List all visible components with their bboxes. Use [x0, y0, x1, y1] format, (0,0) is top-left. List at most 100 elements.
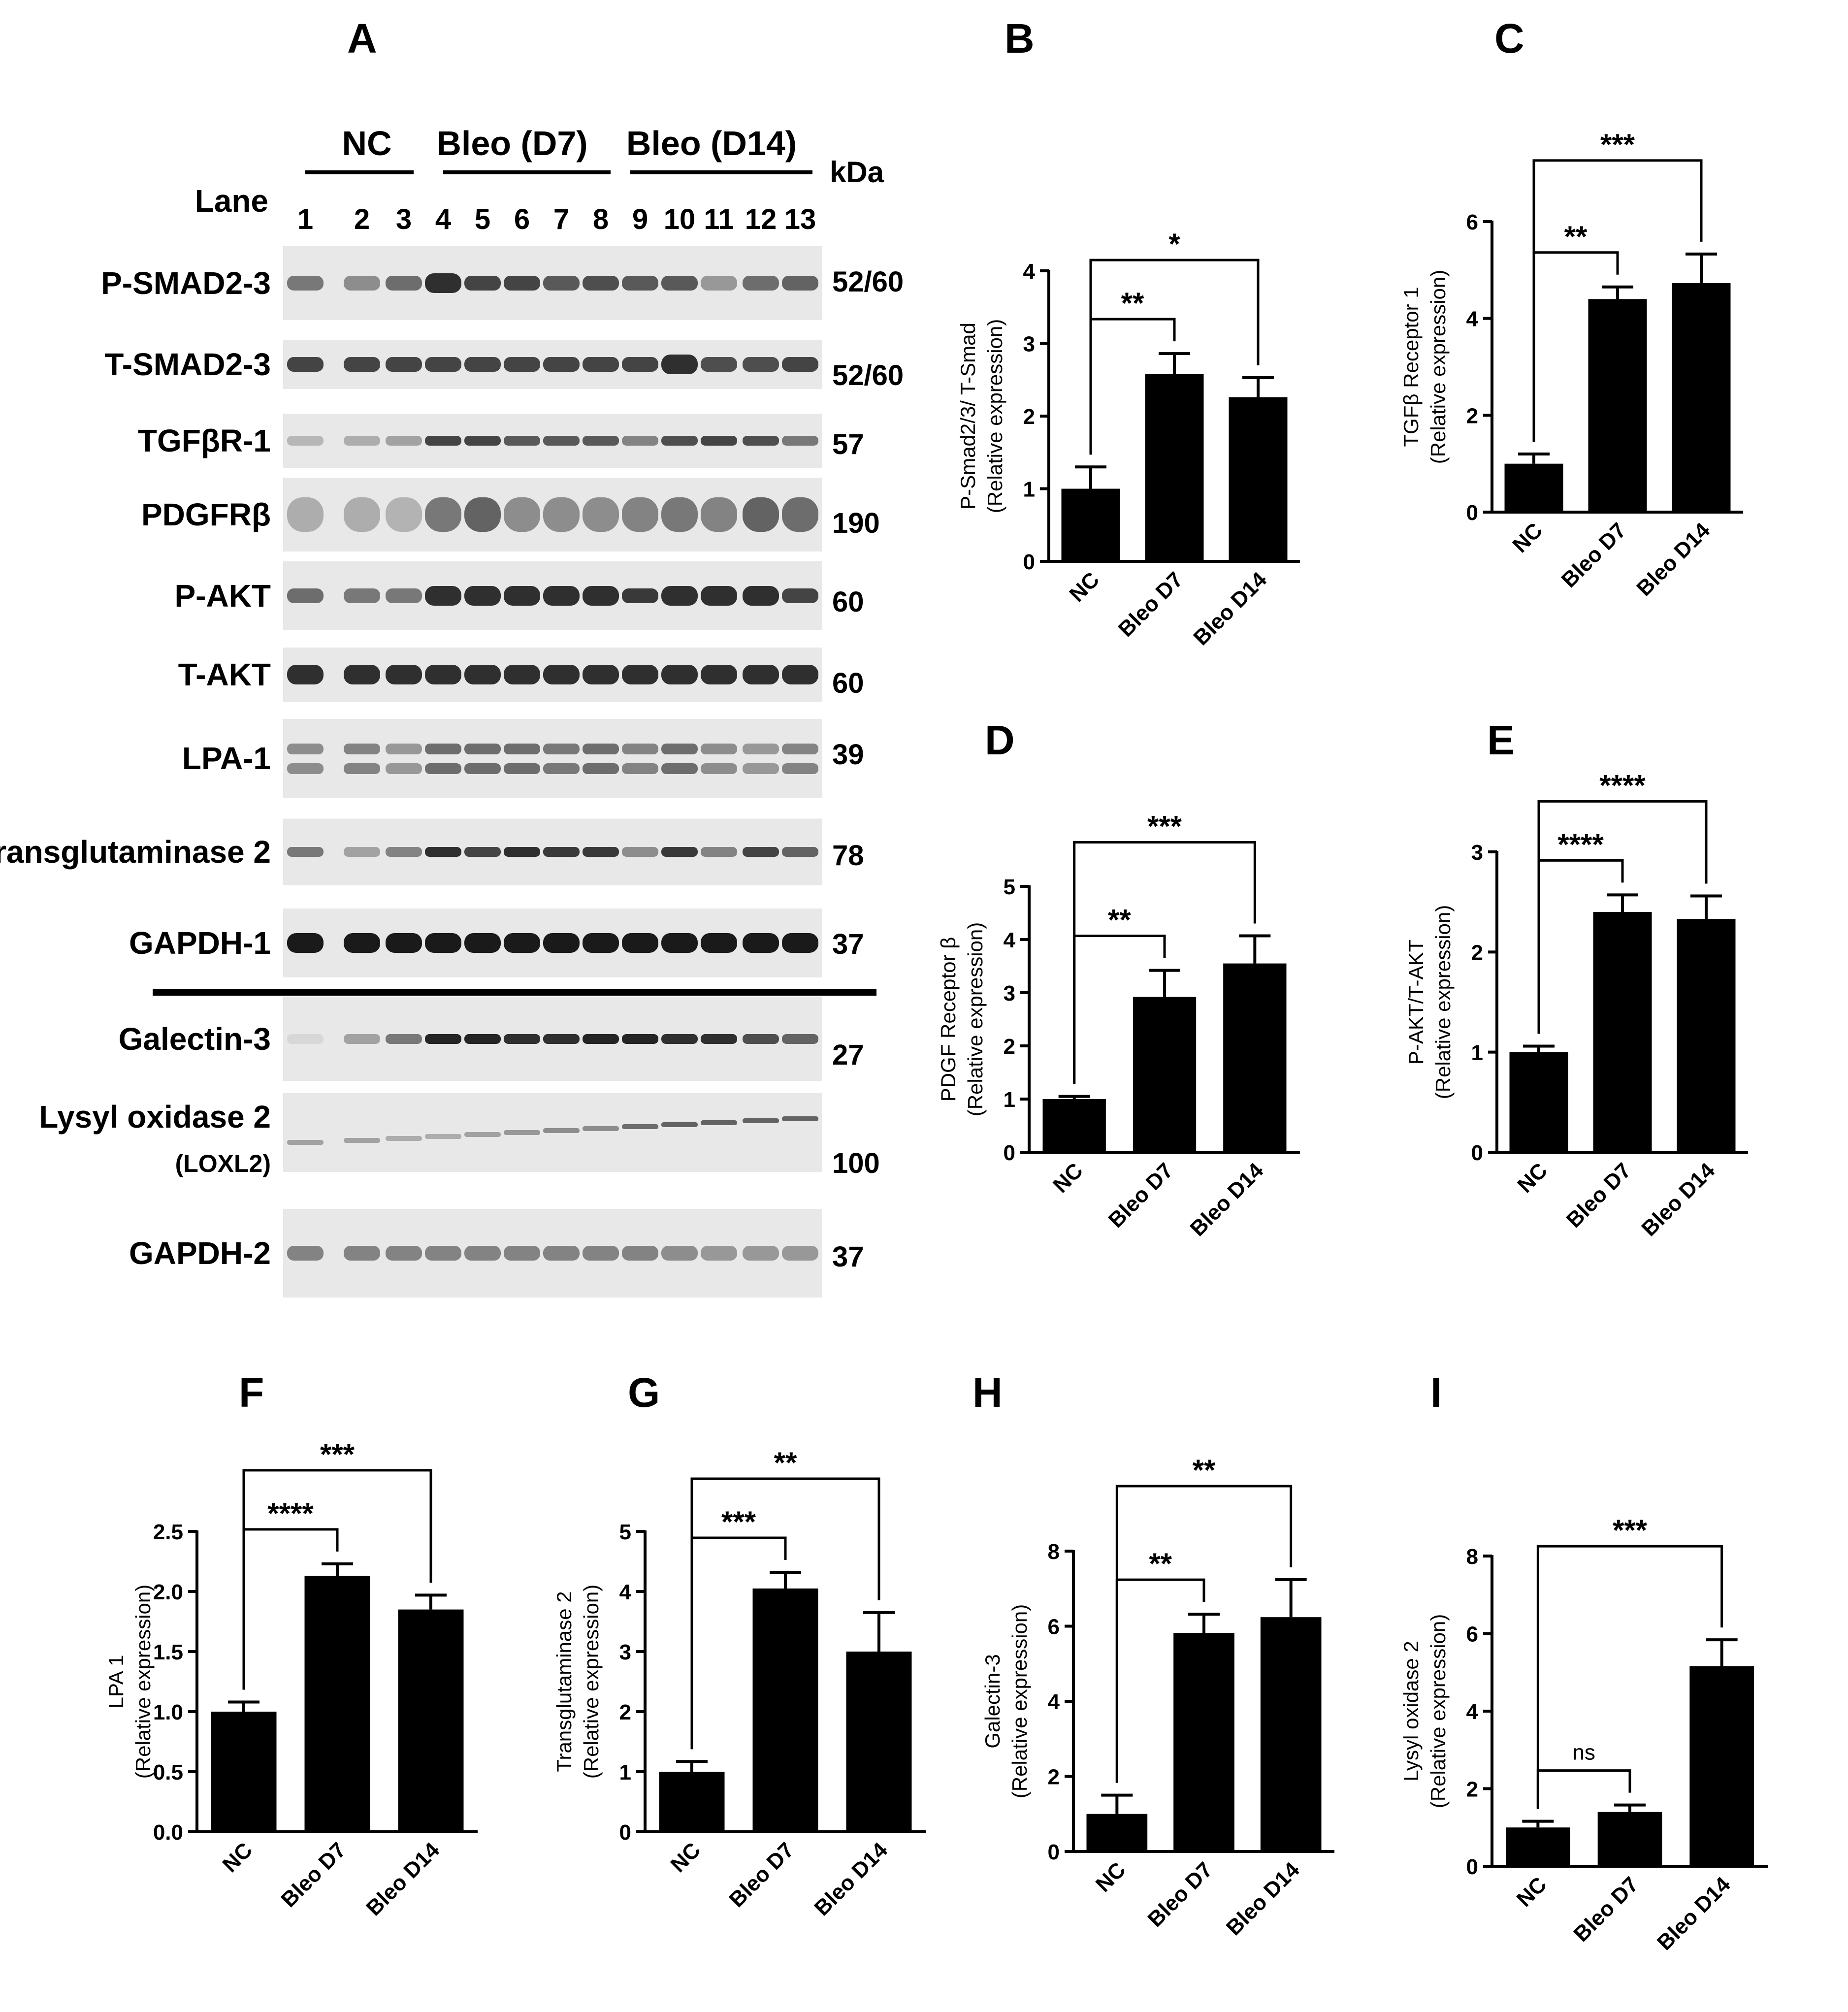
- chart-g: 0 1 2 3 4 5 Transglutaminase 2 (Relative expres…: [552, 1446, 926, 1920]
- blot-band: [782, 744, 818, 754]
- x-tick-label: Bleo D14: [1637, 1158, 1719, 1241]
- blot-band: [287, 933, 324, 953]
- blot-band: [622, 933, 658, 953]
- y-tick-label: 5: [1004, 875, 1015, 899]
- y-tick-label: 6: [1048, 1615, 1060, 1639]
- y-tick-label: 4: [1466, 1700, 1479, 1724]
- x-tick-label: Bleo D7: [1143, 1857, 1217, 1931]
- blot-band: [743, 665, 779, 684]
- lane-number: 11: [704, 203, 734, 235]
- y-tick-label: 2: [1023, 405, 1035, 429]
- blot-band: [386, 588, 422, 603]
- bar: [1223, 963, 1287, 1152]
- blot-band: [743, 847, 779, 857]
- lane-number: 12: [745, 203, 777, 235]
- blot-band: [287, 744, 324, 754]
- blot-band: [661, 276, 698, 291]
- blot-band: [701, 357, 737, 372]
- blot-band: [504, 744, 540, 754]
- blot-band: [583, 1246, 619, 1261]
- blot-band: [504, 1130, 540, 1135]
- x-tick-label: Bleo D14: [1186, 1158, 1268, 1241]
- blot-band: [464, 436, 501, 446]
- lane-number: 2: [354, 203, 370, 235]
- blot-band: [583, 1126, 619, 1131]
- blot-band: [464, 665, 501, 684]
- blot-band: [287, 847, 324, 857]
- x-tick-label: Bleo D14: [810, 1838, 892, 1920]
- y-tick-label: 0: [1048, 1840, 1060, 1864]
- y-axis-label: PDGF Receptor β: [937, 937, 960, 1102]
- blot-band: [464, 497, 501, 532]
- panel-letter-g: G: [628, 1369, 660, 1416]
- blot-band: [661, 355, 698, 374]
- blot-row-label: TGFβR-1: [138, 423, 271, 458]
- blot-band: [743, 1118, 779, 1123]
- blot-band: [344, 847, 380, 857]
- blot-band: [743, 1034, 779, 1044]
- y-tick-label: 2: [619, 1700, 631, 1724]
- chart-f: 0.0 0.5 1.0 1.5 2.0 2.5 LPA 1 (Relative express…: [104, 1438, 478, 1920]
- blot-band: [583, 1034, 619, 1044]
- blot-band: [701, 847, 737, 857]
- blot-band: [543, 357, 580, 372]
- bar: [1504, 463, 1563, 512]
- significance-bracket: [1073, 841, 1256, 1084]
- blot-row-kda: 39: [832, 739, 864, 771]
- blot-band: [543, 586, 580, 606]
- blot-band: [661, 586, 698, 606]
- x-tick-label: NC: [1512, 1872, 1552, 1912]
- bar: [1597, 1812, 1662, 1866]
- blot-band: [504, 933, 540, 953]
- group-label: Bleo (D14): [626, 124, 797, 162]
- significance-bracket: [1537, 800, 1708, 1034]
- blot-band: [583, 586, 619, 606]
- y-axis-label: Galectin-3: [981, 1654, 1004, 1748]
- y-axis-label: TGFβ Receptor 1: [1399, 287, 1423, 447]
- significance-label: ***: [1147, 810, 1182, 843]
- panel-letter-c: C: [1494, 15, 1524, 62]
- blot-band: [504, 497, 540, 532]
- blot-band: [464, 744, 501, 754]
- bar: [1509, 1052, 1568, 1152]
- blot-band: [504, 1034, 540, 1044]
- blot-row-label: P-SMAD2-3: [101, 265, 271, 301]
- lane-number: 8: [593, 203, 609, 235]
- blot-band: [543, 497, 580, 532]
- y-tick-label: 2: [1048, 1765, 1060, 1789]
- blot-band: [782, 276, 818, 291]
- lane-number: 7: [553, 203, 569, 235]
- x-tick-label: NC: [218, 1838, 257, 1877]
- x-tick-label: Bleo D14: [1653, 1872, 1735, 1955]
- blot-row-label: GAPDH-2: [129, 1235, 271, 1271]
- y-tick-label: 1: [619, 1760, 631, 1785]
- y-tick-label: 2: [1466, 1778, 1478, 1802]
- blot-band: [661, 744, 698, 754]
- blot-band: [622, 436, 658, 446]
- y-tick-label: 2.5: [153, 1520, 183, 1544]
- blot-band: [583, 763, 619, 774]
- bar: [1593, 912, 1652, 1152]
- bar: [1689, 1666, 1754, 1866]
- blot-band: [622, 497, 658, 532]
- y-tick-label: 0: [1023, 550, 1035, 574]
- bar: [1133, 997, 1197, 1152]
- blot-row-label: Galectin-3: [119, 1021, 271, 1057]
- blot-band: [701, 933, 737, 953]
- blot-band: [425, 1034, 461, 1044]
- blot-band: [622, 1246, 658, 1261]
- lane-number: 13: [784, 203, 816, 235]
- blot-band: [464, 1034, 501, 1044]
- blot-row-kda: 60: [832, 667, 864, 699]
- y-tick-label: 1: [1023, 478, 1035, 502]
- blot-band: [661, 933, 698, 953]
- blot-band: [743, 497, 779, 532]
- blot-band: [504, 847, 540, 857]
- blot-band: [743, 933, 779, 953]
- y-tick-label: 6: [1466, 210, 1478, 234]
- y-axis-label-2: (Relative expression): [1008, 1604, 1031, 1799]
- blot-band: [504, 436, 540, 446]
- blot-band: [344, 1246, 380, 1261]
- chart-c: 0 2 4 6 TGFβ Receptor 1 (Relative expression)…: [1399, 128, 1743, 601]
- panel-letter-e: E: [1487, 717, 1515, 763]
